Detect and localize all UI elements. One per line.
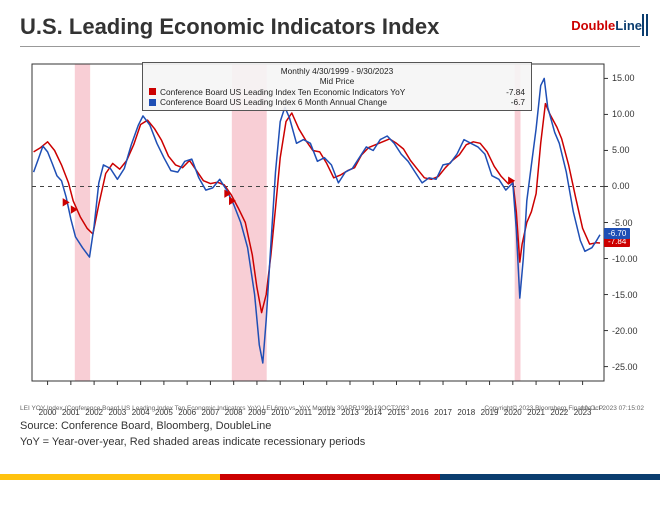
x-tick-label: 2017 bbox=[434, 408, 452, 417]
series-end-tag: -6.70 bbox=[604, 228, 630, 239]
bloomberg-caption-left: LEI YOY Index (Conference Board US Leadi… bbox=[20, 405, 409, 412]
legend-item-6mo: Conference Board US Leading Index 6 Mont… bbox=[149, 97, 525, 107]
lei-chart: Monthly 4/30/1999 - 9/30/2023 Mid Price … bbox=[20, 58, 640, 403]
y-tick-label: -5.00 bbox=[612, 218, 633, 228]
chart-legend: Monthly 4/30/1999 - 9/30/2023 Mid Price … bbox=[142, 62, 532, 111]
footer-stripe bbox=[0, 474, 660, 480]
x-tick-label: 2018 bbox=[457, 408, 475, 417]
page-title: U.S. Leading Economic Indicators Index bbox=[20, 14, 439, 40]
legend-swatch-6mo bbox=[149, 99, 156, 106]
brand-part-2: Line bbox=[615, 18, 642, 33]
brand-bars-icon bbox=[642, 14, 648, 36]
y-tick-label: -20.00 bbox=[612, 326, 638, 336]
bloomberg-timestamp: 19-Oct-2023 07:15:02 bbox=[581, 405, 644, 412]
y-tick-label: 15.00 bbox=[612, 73, 635, 83]
x-tick-label: 2016 bbox=[411, 408, 429, 417]
legend-subtitle: Mid Price bbox=[149, 76, 525, 86]
title-divider bbox=[20, 46, 640, 47]
legend-item-yoy: Conference Board US Leading Index Ten Ec… bbox=[149, 87, 525, 97]
y-tick-label: 10.00 bbox=[612, 109, 635, 119]
y-tick-label: -15.00 bbox=[612, 290, 638, 300]
legend-title: Monthly 4/30/1999 - 9/30/2023 bbox=[149, 66, 525, 76]
y-tick-label: -25.00 bbox=[612, 362, 638, 372]
legend-label-6mo: Conference Board US Leading Index 6 Mont… bbox=[160, 97, 387, 107]
brand-part-1: Double bbox=[571, 18, 615, 33]
y-tick-label: 0.00 bbox=[612, 181, 630, 191]
source-line: Source: Conference Board, Bloomberg, Dou… bbox=[20, 420, 271, 432]
y-tick-label: 5.00 bbox=[612, 145, 630, 155]
legend-value-yoy: -7.84 bbox=[506, 87, 525, 97]
legend-label-yoy: Conference Board US Leading Index Ten Ec… bbox=[160, 87, 405, 97]
y-tick-label: -10.00 bbox=[612, 254, 638, 264]
legend-value-6mo: -6.7 bbox=[511, 97, 525, 107]
note-line: YoY = Year-over-year, Red shaded areas i… bbox=[20, 436, 365, 448]
brand-logo: DoubleLine bbox=[571, 18, 642, 33]
legend-swatch-yoy bbox=[149, 88, 156, 95]
